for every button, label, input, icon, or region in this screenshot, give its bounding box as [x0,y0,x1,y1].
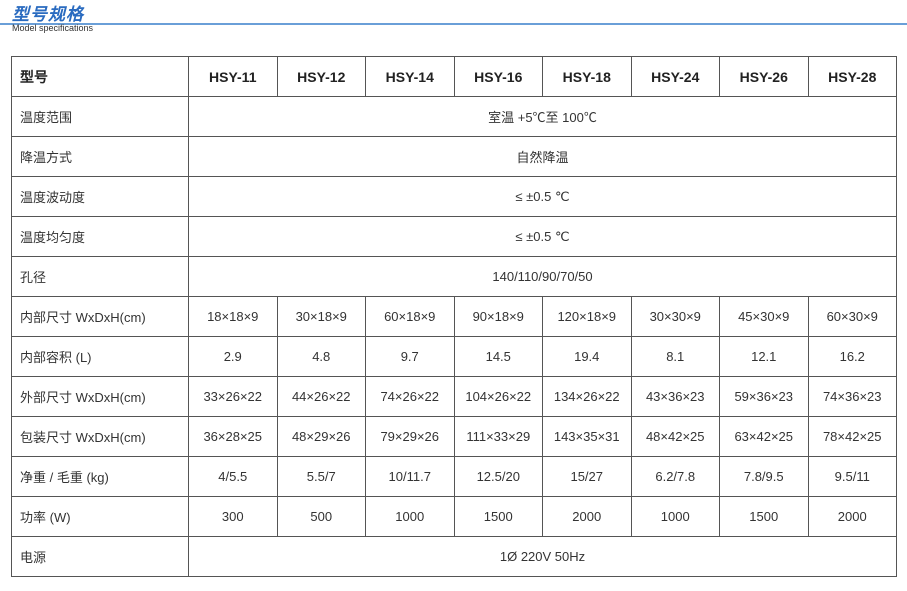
row-label: 温度均匀度 [11,216,189,257]
table-row: 包装尺寸 WxDxH(cm) 36×28×25 48×29×26 79×29×26 11… [11,416,897,457]
title-divider [0,23,907,25]
header-model: HSY-18 [542,56,632,97]
cell-value: 1000 [630,496,720,537]
row-label: 净重 / 毛重 (kg) [11,456,189,497]
row-value: ≤ ±0.5 ℃ [188,216,897,257]
row-label: 电源 [11,536,189,577]
cell-value: 30×30×9 [630,296,720,337]
cell-value: 134×26×22 [542,376,632,417]
cell-value: 8.1 [630,336,720,377]
row-label: 功率 (W) [11,496,189,537]
cell-value: 12.1 [719,336,809,377]
cell-value: 5.5/7 [276,456,366,497]
row-label: 降温方式 [11,136,189,177]
table-row: 内部容积 (L) 2.9 4.8 9.7 14.5 19.4 8.1 12.1 16.2 [11,336,897,377]
header-model: HSY-12 [276,56,366,97]
cell-value: 74×26×22 [365,376,455,417]
table-header-row: 型号 HSY-11 HSY-12 HSY-14 HSY-16 HSY-18 HSY-24 H… [11,56,897,97]
row-label: 温度范围 [11,96,189,137]
cell-value: 500 [276,496,366,537]
row-value: 1Ø 220V 50Hz [188,536,897,577]
row-label: 内部尺寸 WxDxH(cm) [11,296,189,337]
cell-value: 16.2 [807,336,897,377]
row-value: 140/110/90/70/50 [188,256,897,297]
cell-value: 4/5.5 [188,456,278,497]
section-subtitle: Model specifications [12,23,94,33]
cell-value: 19.4 [542,336,632,377]
table-row: 孔径 140/110/90/70/50 [11,256,897,297]
cell-value: 44×26×22 [276,376,366,417]
cell-value: 4.8 [276,336,366,377]
header-model: HSY-24 [630,56,720,97]
cell-value: 10/11.7 [365,456,455,497]
cell-value: 60×18×9 [365,296,455,337]
table-row: 降温方式 自然降温 [11,136,897,177]
cell-value: 63×42×25 [719,416,809,457]
cell-value: 45×30×9 [719,296,809,337]
header-label: 型号 [11,56,189,97]
cell-value: 1500 [719,496,809,537]
cell-value: 9.5/11 [807,456,897,497]
cell-value: 120×18×9 [542,296,632,337]
cell-value: 60×30×9 [807,296,897,337]
cell-value: 6.2/7.8 [630,456,720,497]
cell-value: 48×29×26 [276,416,366,457]
table-row: 电源 1Ø 220V 50Hz [11,536,897,577]
header-model: HSY-11 [188,56,278,97]
cell-value: 78×42×25 [807,416,897,457]
cell-value: 43×36×23 [630,376,720,417]
cell-value: 300 [188,496,278,537]
cell-value: 30×18×9 [276,296,366,337]
table-row: 温度波动度 ≤ ±0.5 ℃ [11,176,897,217]
header-model: HSY-14 [365,56,455,97]
cell-value: 1000 [365,496,455,537]
header-model: HSY-16 [453,56,543,97]
cell-value: 9.7 [365,336,455,377]
row-value: 室温 +5℃至 100℃ [188,96,897,137]
table-row: 净重 / 毛重 (kg) 4/5.5 5.5/7 10/11.7 12.5/20 15/2… [11,456,897,497]
cell-value: 90×18×9 [453,296,543,337]
cell-value: 59×36×23 [719,376,809,417]
cell-value: 1500 [453,496,543,537]
row-label: 包装尺寸 WxDxH(cm) [11,416,189,457]
cell-value: 15/27 [542,456,632,497]
cell-value: 48×42×25 [630,416,720,457]
row-label: 温度波动度 [11,176,189,217]
cell-value: 36×28×25 [188,416,278,457]
row-value: 自然降温 [188,136,897,177]
header-model: HSY-28 [807,56,897,97]
cell-value: 7.8/9.5 [719,456,809,497]
cell-value: 104×26×22 [453,376,543,417]
cell-value: 12.5/20 [453,456,543,497]
cell-value: 79×29×26 [365,416,455,457]
spec-table: 型号 HSY-11 HSY-12 HSY-14 HSY-16 HSY-18 HSY-24 H… [11,56,897,577]
table-row: 功率 (W) 300 500 1000 1500 2000 1000 1500 2000 [11,496,897,537]
cell-value: 18×18×9 [188,296,278,337]
header-model: HSY-26 [719,56,809,97]
cell-value: 2000 [542,496,632,537]
row-value: ≤ ±0.5 ℃ [188,176,897,217]
cell-value: 14.5 [453,336,543,377]
cell-value: 33×26×22 [188,376,278,417]
row-label: 孔径 [11,256,189,297]
table-row: 内部尺寸 WxDxH(cm) 18×18×9 30×18×9 60×18×9 90×18… [11,296,897,337]
cell-value: 111×33×29 [453,416,543,457]
cell-value: 143×35×31 [542,416,632,457]
section-title: 型号规格 [12,5,84,25]
cell-value: 74×36×23 [807,376,897,417]
row-label: 外部尺寸 WxDxH(cm) [11,376,189,417]
table-row: 外部尺寸 WxDxH(cm) 33×26×22 44×26×22 74×26×22 10… [11,376,897,417]
table-row: 温度范围 室温 +5℃至 100℃ [11,96,897,137]
cell-value: 2.9 [188,336,278,377]
table-row: 温度均匀度 ≤ ±0.5 ℃ [11,216,897,257]
row-label: 内部容积 (L) [11,336,189,377]
cell-value: 2000 [807,496,897,537]
